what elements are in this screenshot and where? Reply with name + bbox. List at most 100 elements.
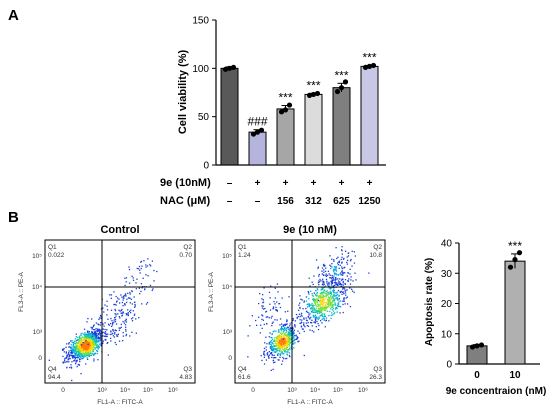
flow-event bbox=[116, 335, 119, 337]
flow-event bbox=[273, 356, 276, 359]
flow-ytick-label: 10⁵ bbox=[32, 253, 42, 260]
flow-event bbox=[289, 341, 291, 343]
flow-event bbox=[75, 351, 78, 354]
flow-event bbox=[334, 284, 336, 287]
flow-event bbox=[321, 270, 323, 272]
flow-xtick-label: 10⁵ bbox=[333, 387, 343, 394]
flow-event bbox=[81, 332, 83, 334]
flow-event bbox=[337, 302, 340, 305]
flow-event bbox=[96, 332, 98, 334]
flow-event bbox=[78, 335, 81, 337]
flow-event bbox=[279, 339, 282, 341]
flow-event bbox=[90, 343, 92, 345]
flow-event bbox=[84, 344, 86, 347]
flow-event bbox=[341, 278, 344, 280]
flow-event bbox=[321, 315, 323, 318]
flow-event bbox=[324, 265, 326, 267]
flow-event bbox=[281, 327, 284, 330]
flow-event bbox=[86, 347, 88, 349]
flow-event bbox=[117, 313, 119, 315]
flow-event bbox=[275, 309, 277, 311]
flow-event bbox=[336, 294, 338, 297]
flow-event bbox=[88, 350, 91, 352]
flow-event bbox=[87, 342, 89, 344]
flow-event bbox=[89, 339, 91, 342]
flow-event bbox=[102, 335, 104, 337]
flow-event bbox=[102, 307, 104, 309]
flow-event bbox=[280, 332, 282, 334]
flow-event bbox=[349, 305, 352, 308]
flow-event bbox=[88, 343, 90, 345]
flow-event bbox=[119, 310, 121, 312]
flow-event bbox=[346, 263, 349, 265]
flow-event bbox=[327, 296, 330, 298]
flow-event bbox=[261, 298, 263, 300]
flow-event bbox=[71, 357, 74, 359]
flow-event bbox=[131, 303, 134, 305]
viability-point bbox=[258, 127, 265, 133]
flow-event bbox=[284, 339, 286, 341]
flow-event bbox=[326, 302, 329, 305]
flow-event bbox=[322, 264, 325, 266]
flow-event bbox=[323, 318, 326, 320]
treatment-mark: + bbox=[283, 178, 289, 189]
flow-event bbox=[90, 346, 92, 348]
flow-event bbox=[292, 337, 294, 339]
flow-event bbox=[99, 332, 101, 334]
flow-event bbox=[71, 355, 74, 358]
flow-event bbox=[282, 338, 285, 340]
viability-significance: *** bbox=[306, 78, 320, 92]
flow-event bbox=[307, 315, 310, 318]
flow-event bbox=[79, 351, 82, 354]
flow-event bbox=[84, 332, 86, 334]
flow-event bbox=[332, 289, 334, 292]
flow-event bbox=[330, 293, 333, 296]
flow-event bbox=[338, 261, 340, 263]
flow-event bbox=[72, 349, 74, 351]
flow-event bbox=[98, 318, 100, 321]
flow-event bbox=[289, 338, 292, 340]
flow-event bbox=[274, 361, 276, 363]
flow-event bbox=[276, 348, 278, 351]
flow-event bbox=[322, 304, 324, 306]
flow-event bbox=[265, 346, 267, 348]
flow-event bbox=[78, 364, 81, 366]
flow-event bbox=[84, 336, 86, 338]
flow-event bbox=[341, 253, 343, 255]
flow-event bbox=[83, 342, 86, 344]
flow-event bbox=[276, 336, 279, 339]
flow-event bbox=[292, 336, 294, 338]
flow-event bbox=[88, 342, 91, 344]
flow-event bbox=[97, 332, 100, 335]
flow-event bbox=[350, 258, 352, 261]
flow-event bbox=[303, 300, 305, 302]
flow-event bbox=[339, 273, 341, 275]
flow-event bbox=[63, 347, 65, 350]
flow-event bbox=[308, 317, 310, 319]
flow-event bbox=[81, 354, 83, 356]
flow-event bbox=[321, 308, 323, 310]
flow-event bbox=[334, 303, 336, 305]
apoptosis-point bbox=[507, 264, 514, 270]
flow-event bbox=[288, 340, 290, 343]
flow-event bbox=[99, 332, 102, 335]
flow-event bbox=[333, 287, 335, 289]
flow-event bbox=[96, 344, 99, 346]
flow-quadrant-name: Q4 bbox=[238, 366, 247, 373]
flow-event bbox=[307, 303, 310, 305]
flow-event bbox=[122, 295, 125, 298]
flow-event bbox=[335, 307, 337, 309]
flow-event bbox=[129, 335, 131, 337]
flow-xtick-label: 0 bbox=[251, 387, 255, 394]
flow-event bbox=[339, 291, 342, 294]
flow-event bbox=[316, 310, 319, 312]
flow-event bbox=[121, 312, 123, 314]
flow-event bbox=[82, 355, 85, 357]
flow-event bbox=[263, 347, 266, 350]
apoptosis-xlabel: 9e concentraion (nM) bbox=[446, 386, 547, 397]
flow-event bbox=[326, 274, 329, 277]
flow-title: Control bbox=[100, 224, 139, 236]
flow-event bbox=[72, 343, 75, 346]
flow-event bbox=[279, 345, 281, 347]
flow-event bbox=[287, 351, 289, 353]
